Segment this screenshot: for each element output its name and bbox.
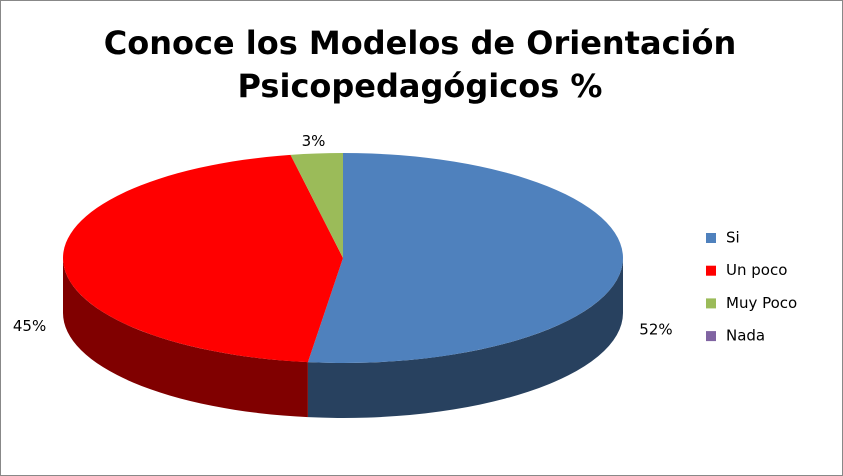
data-label: 45% xyxy=(13,317,46,335)
pie-side xyxy=(307,258,623,418)
legend-label: Nada xyxy=(726,327,765,345)
legend-label: Muy Poco xyxy=(726,294,797,312)
pie-side xyxy=(63,258,308,418)
legend-swatch xyxy=(706,331,716,342)
data-label: 52% xyxy=(639,321,672,339)
pie-slice xyxy=(290,153,343,258)
chart-title: Psicopedagógicos % xyxy=(238,67,603,105)
legend-label: Un poco xyxy=(726,261,787,279)
legend-swatch xyxy=(706,265,716,276)
chart-title: Conoce los Modelos de Orientación xyxy=(104,24,737,62)
legend-label: Si xyxy=(726,229,740,247)
pie-slice xyxy=(307,153,623,363)
legend-swatch xyxy=(706,298,716,309)
data-label: 3% xyxy=(302,132,326,150)
pie-slice xyxy=(62,154,344,363)
legend-swatch xyxy=(706,233,716,243)
